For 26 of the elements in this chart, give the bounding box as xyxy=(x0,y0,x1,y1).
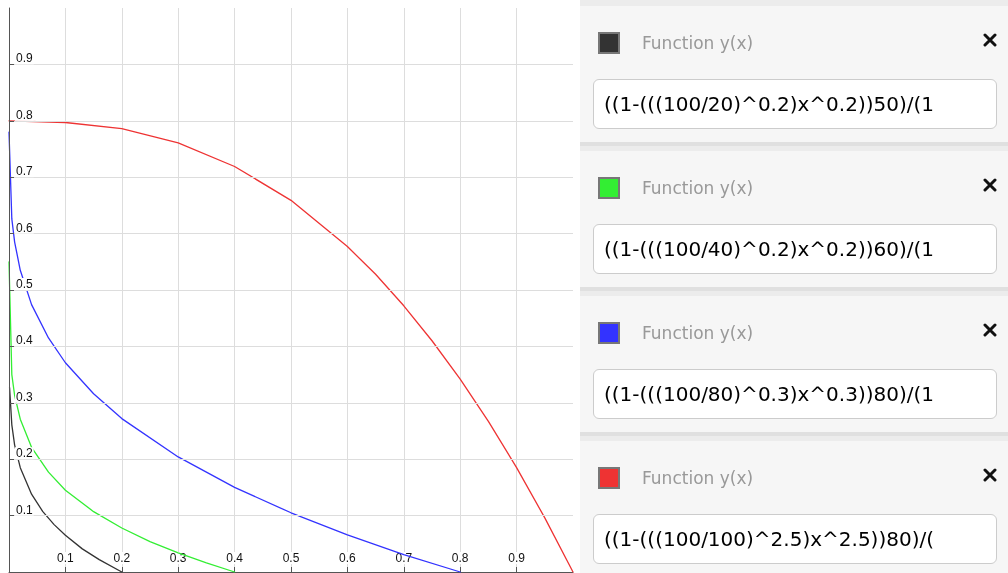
text: Function y(x) xyxy=(642,33,754,53)
y-tick-label: 0.6 xyxy=(16,220,34,235)
x-tick-label: 0.9 xyxy=(508,551,526,565)
text: Function y(x) xyxy=(642,468,754,488)
x-tick-label: 0.6 xyxy=(339,551,357,565)
x-tick-label: 0.3 xyxy=(169,551,187,565)
x-tick-label: 0.4 xyxy=(226,551,244,565)
x-tick-label: 0.5 xyxy=(282,551,300,565)
text: Function y(x) xyxy=(642,178,754,198)
y-tick-label: 0.4 xyxy=(16,333,34,348)
y-tick-label: 0.3 xyxy=(16,389,34,404)
y-tick-label: 0.5 xyxy=(16,277,34,291)
text: ((1-(((100/40)^0.2)x^0.2))60)/(1 xyxy=(604,237,935,261)
text: ((1-(((100/20)^0.2)x^0.2))50)/(1 xyxy=(604,92,935,116)
x-tick-label: 0.2 xyxy=(113,551,131,565)
y-tick-label: 0.1 xyxy=(16,502,34,517)
x-tick-label: 0.8 xyxy=(451,551,469,565)
x-tick-label: 0.7 xyxy=(395,551,413,565)
y-tick-label: 0.7 xyxy=(16,164,34,179)
text: ((1-(((100/100)^2.5)x^2.5))80)/( xyxy=(604,527,935,551)
text: Function y(x) xyxy=(642,323,754,343)
y-tick-label: 0.9 xyxy=(16,51,34,66)
x-tick-label: 0.1 xyxy=(57,551,75,565)
y-tick-label: 0.2 xyxy=(16,446,34,461)
y-tick-label: 0.8 xyxy=(16,107,34,122)
text: ((1-(((100/80)^0.3)x^0.3))80)/(1 xyxy=(604,382,935,406)
